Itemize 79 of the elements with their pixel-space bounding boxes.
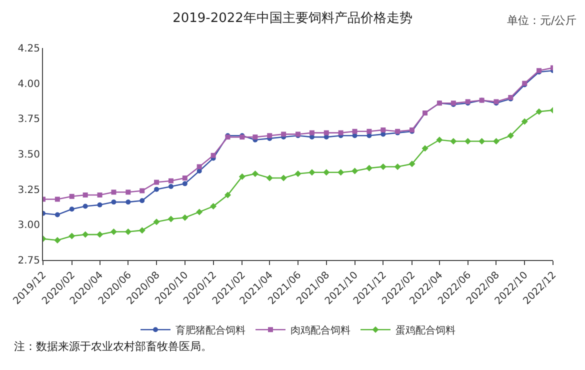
point [280, 174, 287, 182]
point [521, 118, 528, 125]
point [436, 136, 443, 144]
point [97, 192, 102, 198]
point [323, 169, 330, 176]
point [154, 180, 160, 185]
point [126, 200, 131, 205]
point [238, 173, 246, 180]
point [54, 212, 60, 218]
point [69, 206, 74, 212]
point [380, 163, 386, 170]
point [536, 108, 542, 115]
y-tick-label: 3.50 [18, 150, 40, 160]
point [68, 232, 76, 240]
point [308, 169, 316, 176]
y-tick-label: 4.00 [18, 78, 40, 90]
y-tick-label: 3.00 [18, 220, 40, 232]
y-tick-label: 4.25 [18, 44, 40, 54]
point [153, 218, 160, 226]
text: 单位：元/公斤 [507, 14, 577, 27]
point [478, 138, 486, 145]
point [82, 192, 88, 198]
point [309, 130, 314, 136]
point [366, 164, 372, 172]
point [352, 128, 358, 134]
point [110, 228, 117, 235]
point [338, 169, 344, 176]
text: 注：数据来源于农业农村部畜牧兽医局。 [14, 340, 212, 353]
y-tick-label: 3.75 [18, 114, 40, 126]
point [182, 214, 188, 221]
point [69, 194, 74, 199]
point [138, 227, 146, 234]
point [182, 181, 188, 186]
point [111, 190, 116, 195]
point [408, 160, 416, 168]
y-tick-label: 2.75 [18, 256, 40, 266]
point [210, 152, 216, 158]
point [54, 196, 60, 202]
point [492, 138, 500, 145]
point [294, 170, 302, 178]
point [210, 203, 217, 210]
point [168, 178, 174, 184]
point [281, 132, 286, 137]
point [464, 138, 472, 145]
point [224, 192, 231, 198]
point [380, 127, 386, 132]
point [54, 236, 61, 244]
point [168, 184, 174, 190]
point [196, 164, 202, 170]
point [267, 133, 272, 138]
point [366, 128, 372, 134]
point [252, 170, 258, 178]
point [97, 202, 102, 208]
point [82, 204, 88, 209]
legend-label: 蛋鸡配合饲料 [396, 324, 456, 337]
point [96, 231, 104, 238]
point [140, 198, 145, 204]
point [111, 200, 116, 205]
legend-label: 育肥猪配合饲料 [176, 324, 246, 337]
point [338, 130, 344, 136]
point [168, 216, 174, 222]
point [252, 134, 258, 140]
point [352, 168, 358, 174]
point [422, 145, 428, 152]
point [140, 188, 145, 194]
point [507, 132, 514, 139]
point [124, 228, 132, 235]
point [394, 163, 401, 170]
y-tick-label: 3.25 [18, 184, 40, 196]
point [266, 174, 273, 182]
point [82, 231, 89, 238]
point [126, 190, 131, 195]
point [450, 138, 457, 145]
point [154, 186, 160, 192]
point [196, 208, 203, 216]
chart-title: 2019-2022年中国主要饲料产品价格走势 [172, 10, 412, 26]
point [182, 176, 188, 181]
point [324, 130, 329, 136]
legend-label: 肉鸡配合饲料 [290, 324, 350, 337]
